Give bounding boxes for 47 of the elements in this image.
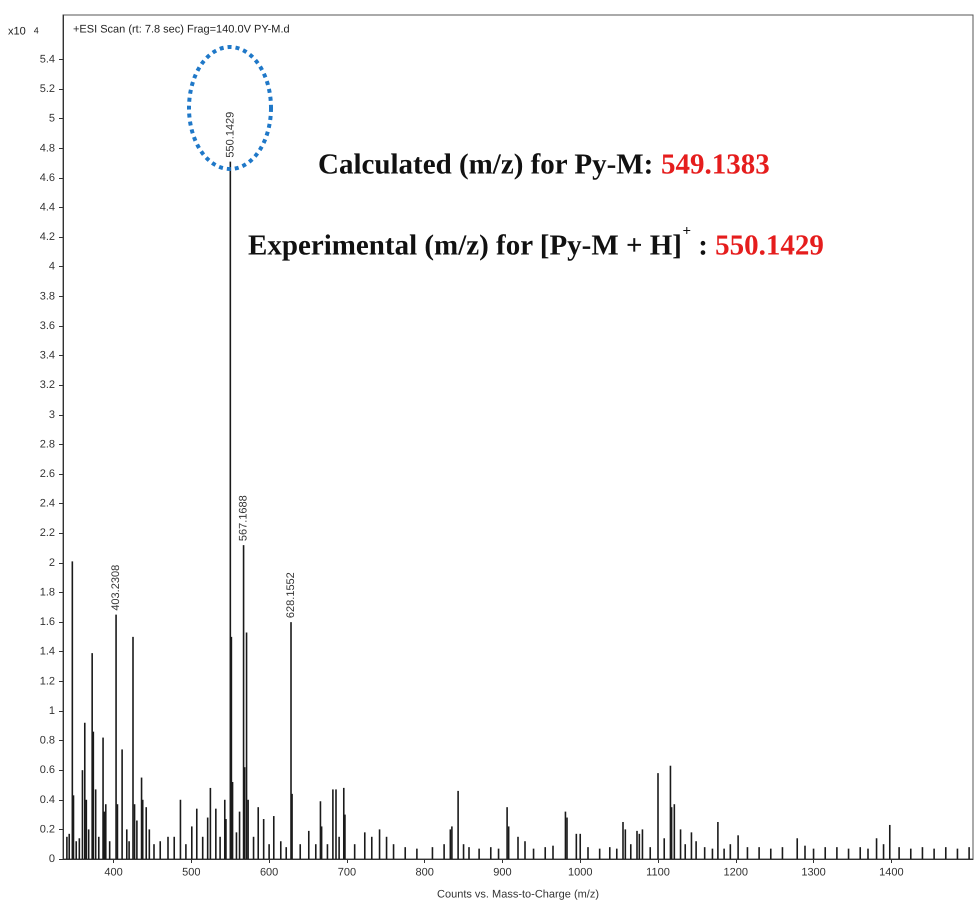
x-tick-label: 1300 — [801, 866, 826, 878]
x-axis-title: Counts vs. Mass-to-Charge (m/z) — [437, 888, 599, 900]
x-tick-label: 600 — [260, 866, 278, 878]
y-tick-label: 3 — [48, 408, 55, 421]
annotation: Experimental (m/z) for [Py-M + H]+ : 550.1429 — [248, 224, 824, 262]
y-tick-label: 4.4 — [40, 201, 55, 214]
y-tick-label: 1.8 — [40, 586, 55, 598]
text: +ESI Scan (rt: 7.8 sec) Frag=140.0V PY-M.d — [73, 24, 290, 36]
y-tick-label: 3.6 — [40, 320, 55, 332]
y-tick-label: 3.2 — [40, 379, 55, 392]
y-tick-label: 1 — [48, 704, 55, 717]
y-tick-label: 2.6 — [40, 468, 55, 480]
y-tick-label: 0.6 — [40, 764, 55, 776]
annotation: 628.1552 — [285, 572, 298, 618]
y-tick-label: 2.4 — [40, 498, 55, 510]
y-tick-label: 0 — [48, 853, 55, 865]
x-tick-label: 500 — [182, 866, 201, 878]
annotation: 567.1688 — [238, 495, 250, 542]
y-tick-label: 1.2 — [40, 675, 55, 688]
x-tick-label: 1400 — [879, 866, 904, 878]
y-tick-label: 5 — [48, 112, 55, 125]
annotation: 403.2308 — [110, 564, 122, 611]
x-tick-label: 400 — [104, 866, 123, 878]
x-tick-label: 1200 — [724, 866, 748, 878]
y-tick-label: 2.2 — [40, 527, 55, 540]
y-tick-label: 3.4 — [40, 350, 55, 362]
y-tick-label: 0.4 — [40, 794, 55, 806]
y-tick-label: 4.6 — [40, 172, 55, 184]
x-tick-label: 1000 — [568, 866, 592, 878]
y-tick-label: 1.4 — [40, 646, 55, 658]
x-tick-label: 1100 — [646, 866, 670, 878]
y-tick-label: 4.8 — [40, 142, 55, 154]
x-tick-label: 800 — [415, 866, 434, 878]
y-tick-label: 1.6 — [40, 616, 55, 628]
y-tick-label: 2 — [48, 556, 55, 569]
y-tick-label: 3.8 — [40, 290, 55, 302]
y-tick-label: 0.2 — [40, 823, 55, 836]
y-tick-label: 4.2 — [40, 231, 55, 244]
annotation: 550.1429 — [224, 112, 236, 158]
annotation: Calculated (m/z) for Py-M: 549.1383 — [318, 148, 770, 180]
x-tick-label: 700 — [338, 866, 356, 878]
y-tick-label: 4 — [48, 260, 55, 273]
y-tick-label: 5.2 — [40, 83, 55, 96]
y-tick-label: 0.8 — [40, 734, 55, 747]
x-tick-label: 900 — [493, 866, 512, 878]
y-tick-label: 2.8 — [40, 438, 55, 450]
y-tick-label: 5.4 — [40, 53, 55, 66]
